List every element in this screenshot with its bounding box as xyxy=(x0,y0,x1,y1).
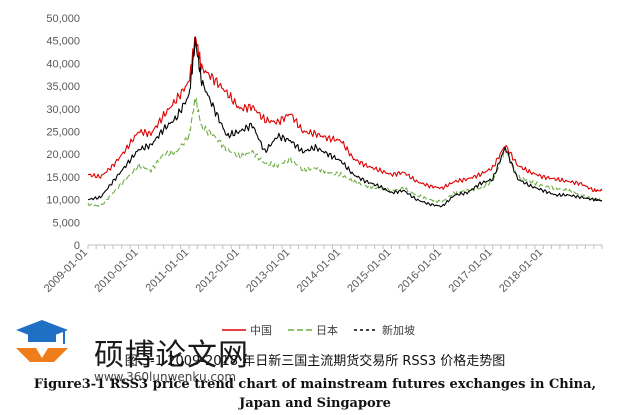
y-tick-label: 25,000 xyxy=(46,127,80,139)
figure-caption-cn: 图 3-1 2009-2018 年日新三国主流期货交易所 RSS3 价格走势图 xyxy=(124,354,506,369)
watermark-url: www.360lunwenku.com xyxy=(94,370,237,384)
y-tick-label: 50,000 xyxy=(46,13,80,25)
watermark-brand: 硕博论文网 xyxy=(94,338,249,373)
x-tick-label: 2017-01-01 xyxy=(447,247,495,295)
x-axis: 2009-01-01 2010-01-01 2011-01-01 2012-01-01… xyxy=(42,244,603,295)
x-tick-label: 2014-01-01 xyxy=(295,247,343,295)
x-tick-label: 2016-01-01 xyxy=(396,247,444,295)
x-tick-label: 2013-01-01 xyxy=(244,247,292,295)
y-tick-label: 45,000 xyxy=(46,36,80,48)
legend-label: 日本 xyxy=(316,323,338,337)
y-tick-label: 40,000 xyxy=(46,58,80,70)
x-tick-label: 2011-01-01 xyxy=(144,247,192,295)
x-tick-label: 2018-01-01 xyxy=(497,247,545,295)
chart-legend: 中国 日本 新加坡 xyxy=(222,323,415,337)
series-line-0 xyxy=(88,36,603,193)
y-tick-label: 0 xyxy=(74,240,80,252)
legend-label: 中国 xyxy=(250,324,272,337)
x-tick-label: 2015-01-01 xyxy=(345,247,393,295)
y-tick-label: 10,000 xyxy=(46,195,80,207)
y-tick-label: 30,000 xyxy=(46,104,80,116)
watermark-logo: 硕博论文网 www.360lunwenku.com xyxy=(6,318,256,396)
x-tick-label: 2012-01-01 xyxy=(194,247,242,295)
x-tick-label: 2009-01-01 xyxy=(42,247,90,295)
graduation-cap-icon xyxy=(16,320,68,362)
legend-label: 新加坡 xyxy=(382,323,415,337)
series-line-1 xyxy=(87,97,603,208)
y-tick-label: 5,000 xyxy=(52,217,80,229)
y-axis: 0 5,000 10,000 15,000 20,000 25,000 30,000 35,0… xyxy=(46,13,80,252)
x-tick-label: 2010-01-01 xyxy=(92,247,140,295)
series-line-2 xyxy=(87,37,603,208)
y-tick-label: 20,000 xyxy=(46,149,80,161)
figure-caption-en: Figure3-1 RSS3 price trend chart of main… xyxy=(33,377,597,411)
series-group xyxy=(87,36,603,208)
y-tick-label: 15,000 xyxy=(46,172,80,184)
y-tick-label: 35,000 xyxy=(46,81,80,93)
line-chart: 0 5,000 10,000 15,000 20,000 25,000 30,000 35,0… xyxy=(42,13,603,337)
